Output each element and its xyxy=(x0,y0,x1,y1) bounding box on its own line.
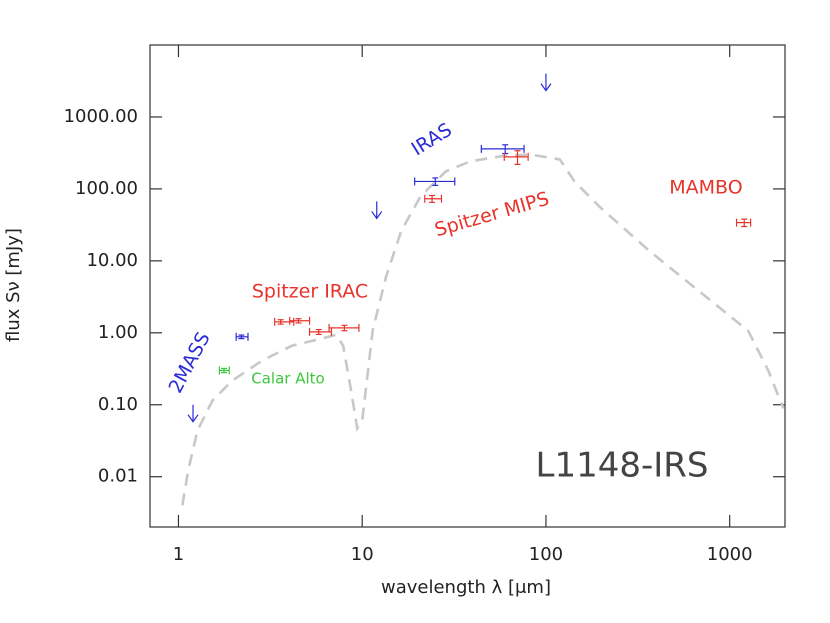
y-tick-label: 1.00 xyxy=(98,322,138,343)
series-label: Spitzer MIPS xyxy=(432,188,551,242)
series-label: Spitzer IRAC xyxy=(252,281,368,303)
y-tick-label: 0.01 xyxy=(98,466,138,487)
y-tick-label: 100.00 xyxy=(75,178,138,199)
x-tick-label: 1 xyxy=(173,544,184,565)
series-label: Calar Alto xyxy=(251,370,324,388)
series-label: 2MASS xyxy=(164,329,214,397)
y-axis-title: flux Sν [mJy] xyxy=(3,228,24,342)
model-curve xyxy=(181,153,785,506)
upper-limit xyxy=(540,73,552,92)
object-label: L1148-IRS xyxy=(536,446,709,486)
x-tick-label: 1000 xyxy=(707,544,753,565)
y-tick-label: 0.10 xyxy=(98,394,138,415)
upper-limit xyxy=(187,404,199,423)
series-label: IRAS xyxy=(408,119,456,160)
x-axis-title: wavelength λ [μm] xyxy=(381,577,551,598)
x-tick-label: 10 xyxy=(351,544,374,565)
plot-frame xyxy=(149,44,786,528)
y-tick-label: 1000.00 xyxy=(64,106,138,127)
series-label: MAMBO xyxy=(669,177,742,199)
x-tick-label: 100 xyxy=(529,544,563,565)
upper-limit xyxy=(371,201,383,220)
y-tick-label: 10.00 xyxy=(86,250,138,271)
